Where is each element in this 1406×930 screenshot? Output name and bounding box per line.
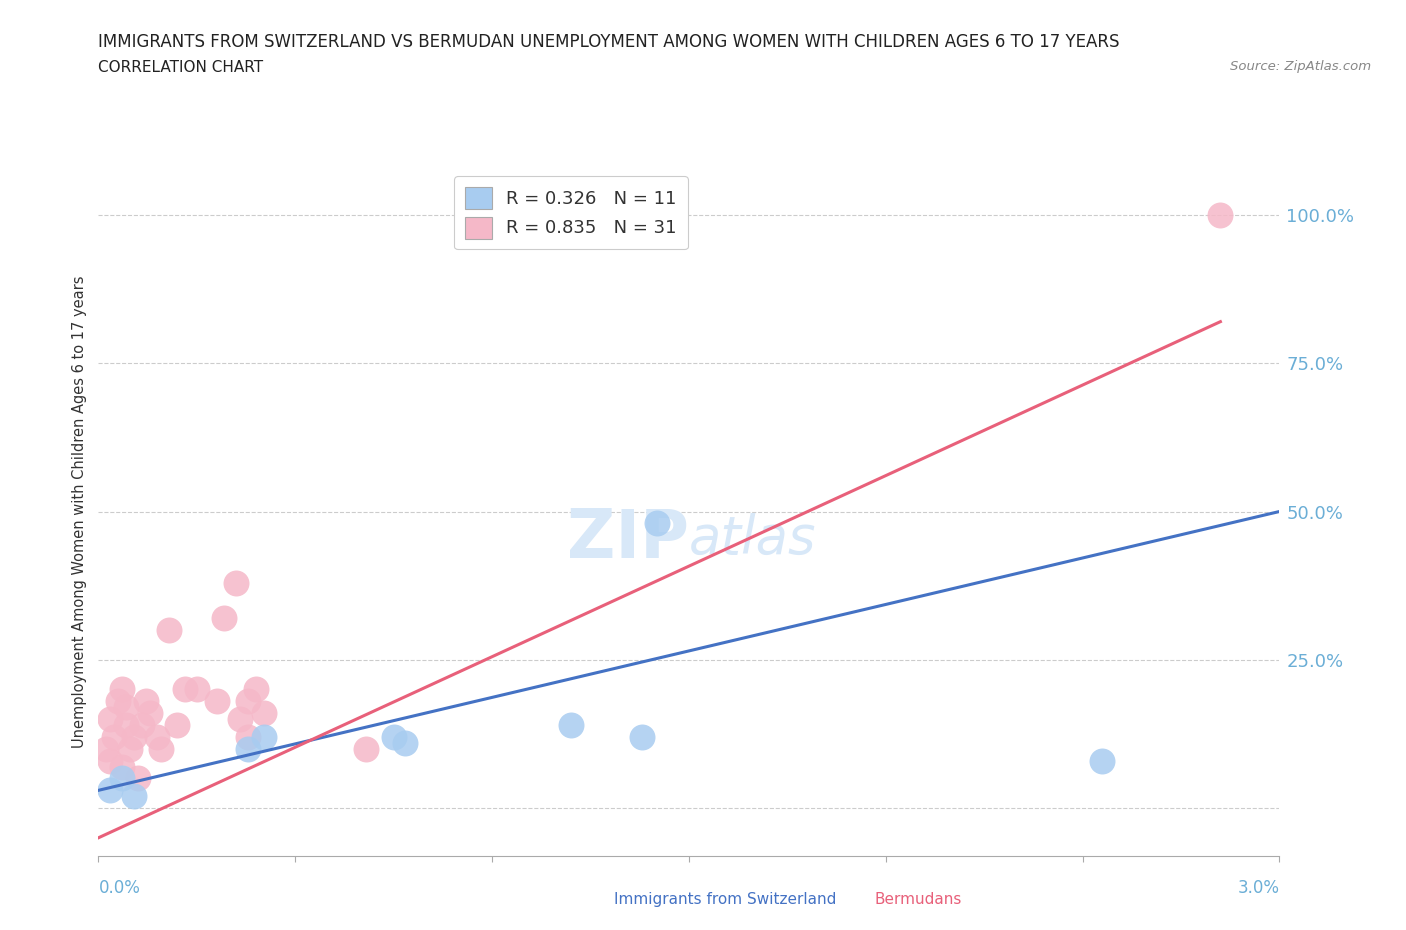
Text: Bermudans: Bermudans <box>875 892 962 907</box>
Point <box>253 729 276 744</box>
Text: 3.0%: 3.0% <box>1237 879 1279 897</box>
Text: Source: ZipAtlas.com: Source: ZipAtlas.com <box>1230 60 1371 73</box>
Point <box>131 718 153 733</box>
Point <box>115 700 138 715</box>
Point <box>166 718 188 733</box>
Text: Immigrants from Switzerland: Immigrants from Switzerland <box>614 892 837 907</box>
Point <box>394 736 416 751</box>
Point <box>214 611 236 626</box>
Point <box>138 706 160 721</box>
Point <box>111 771 134 786</box>
Point <box>186 682 208 697</box>
Legend: R = 0.326   N = 11, R = 0.835   N = 31: R = 0.326 N = 11, R = 0.835 N = 31 <box>454 177 688 249</box>
Point <box>382 729 405 744</box>
Point <box>236 729 259 744</box>
Y-axis label: Unemployment Among Women with Children Ages 6 to 17 years: Unemployment Among Women with Children A… <box>72 275 87 748</box>
Point <box>174 682 197 697</box>
Point <box>135 694 157 709</box>
Point <box>118 741 141 756</box>
Point <box>127 771 149 786</box>
Point <box>560 718 582 733</box>
Point <box>354 741 377 756</box>
Text: atlas: atlas <box>689 513 817 565</box>
Point <box>253 706 276 721</box>
Point <box>111 682 134 697</box>
Point <box>146 729 169 744</box>
Point <box>647 516 669 531</box>
Point <box>122 789 145 804</box>
Point <box>630 729 652 744</box>
Point <box>157 623 180 638</box>
Point <box>236 694 259 709</box>
Point <box>98 711 121 726</box>
Point <box>205 694 228 709</box>
Point <box>103 729 125 744</box>
Text: ZIP: ZIP <box>567 506 689 572</box>
Point <box>229 711 252 726</box>
Point <box>236 741 259 756</box>
Point <box>1091 753 1114 768</box>
Point <box>107 694 129 709</box>
Point <box>98 753 121 768</box>
Text: IMMIGRANTS FROM SWITZERLAND VS BERMUDAN UNEMPLOYMENT AMONG WOMEN WITH CHILDREN A: IMMIGRANTS FROM SWITZERLAND VS BERMUDAN … <box>98 33 1121 50</box>
Point <box>122 729 145 744</box>
Point <box>111 759 134 774</box>
Point <box>150 741 173 756</box>
Point <box>115 718 138 733</box>
Point <box>96 741 118 756</box>
Point <box>245 682 267 697</box>
Text: 0.0%: 0.0% <box>98 879 141 897</box>
Text: CORRELATION CHART: CORRELATION CHART <box>98 60 263 75</box>
Point <box>225 576 247 591</box>
Point <box>98 783 121 798</box>
Point <box>1209 207 1232 222</box>
